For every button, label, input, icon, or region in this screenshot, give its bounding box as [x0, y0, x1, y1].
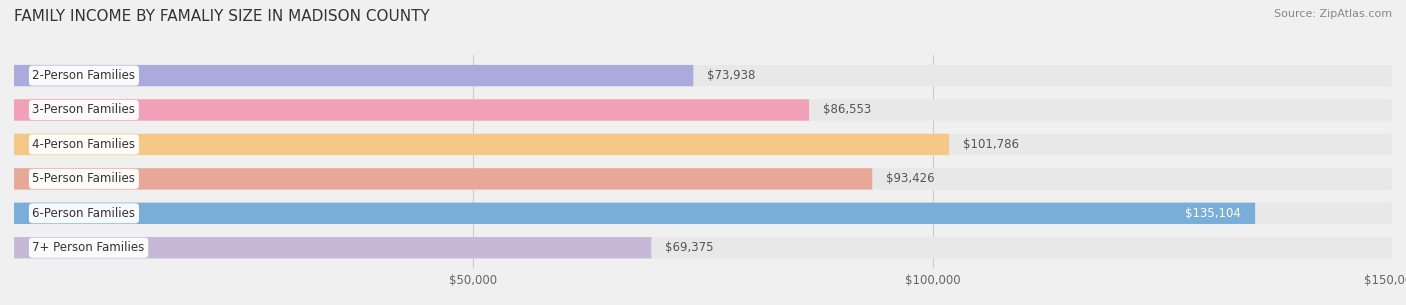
- FancyBboxPatch shape: [14, 237, 651, 258]
- Text: $101,786: $101,786: [963, 138, 1019, 151]
- Text: 3-Person Families: 3-Person Families: [32, 103, 135, 117]
- FancyBboxPatch shape: [14, 65, 1392, 86]
- FancyBboxPatch shape: [14, 203, 1392, 224]
- Text: $73,938: $73,938: [707, 69, 755, 82]
- Text: 5-Person Families: 5-Person Families: [32, 172, 135, 185]
- FancyBboxPatch shape: [14, 203, 1256, 224]
- FancyBboxPatch shape: [14, 134, 1392, 155]
- Text: 2-Person Families: 2-Person Families: [32, 69, 135, 82]
- FancyBboxPatch shape: [14, 99, 808, 121]
- Text: $93,426: $93,426: [886, 172, 935, 185]
- FancyBboxPatch shape: [14, 134, 949, 155]
- FancyBboxPatch shape: [14, 237, 1392, 258]
- FancyBboxPatch shape: [14, 65, 693, 86]
- FancyBboxPatch shape: [14, 168, 872, 189]
- Text: $69,375: $69,375: [665, 241, 714, 254]
- Text: 7+ Person Families: 7+ Person Families: [32, 241, 145, 254]
- Text: Source: ZipAtlas.com: Source: ZipAtlas.com: [1274, 9, 1392, 19]
- FancyBboxPatch shape: [14, 168, 1392, 189]
- Text: $135,104: $135,104: [1185, 207, 1241, 220]
- Text: $86,553: $86,553: [823, 103, 872, 117]
- Text: 6-Person Families: 6-Person Families: [32, 207, 135, 220]
- FancyBboxPatch shape: [14, 99, 1392, 121]
- Text: FAMILY INCOME BY FAMALIY SIZE IN MADISON COUNTY: FAMILY INCOME BY FAMALIY SIZE IN MADISON…: [14, 9, 430, 24]
- Text: 4-Person Families: 4-Person Families: [32, 138, 135, 151]
